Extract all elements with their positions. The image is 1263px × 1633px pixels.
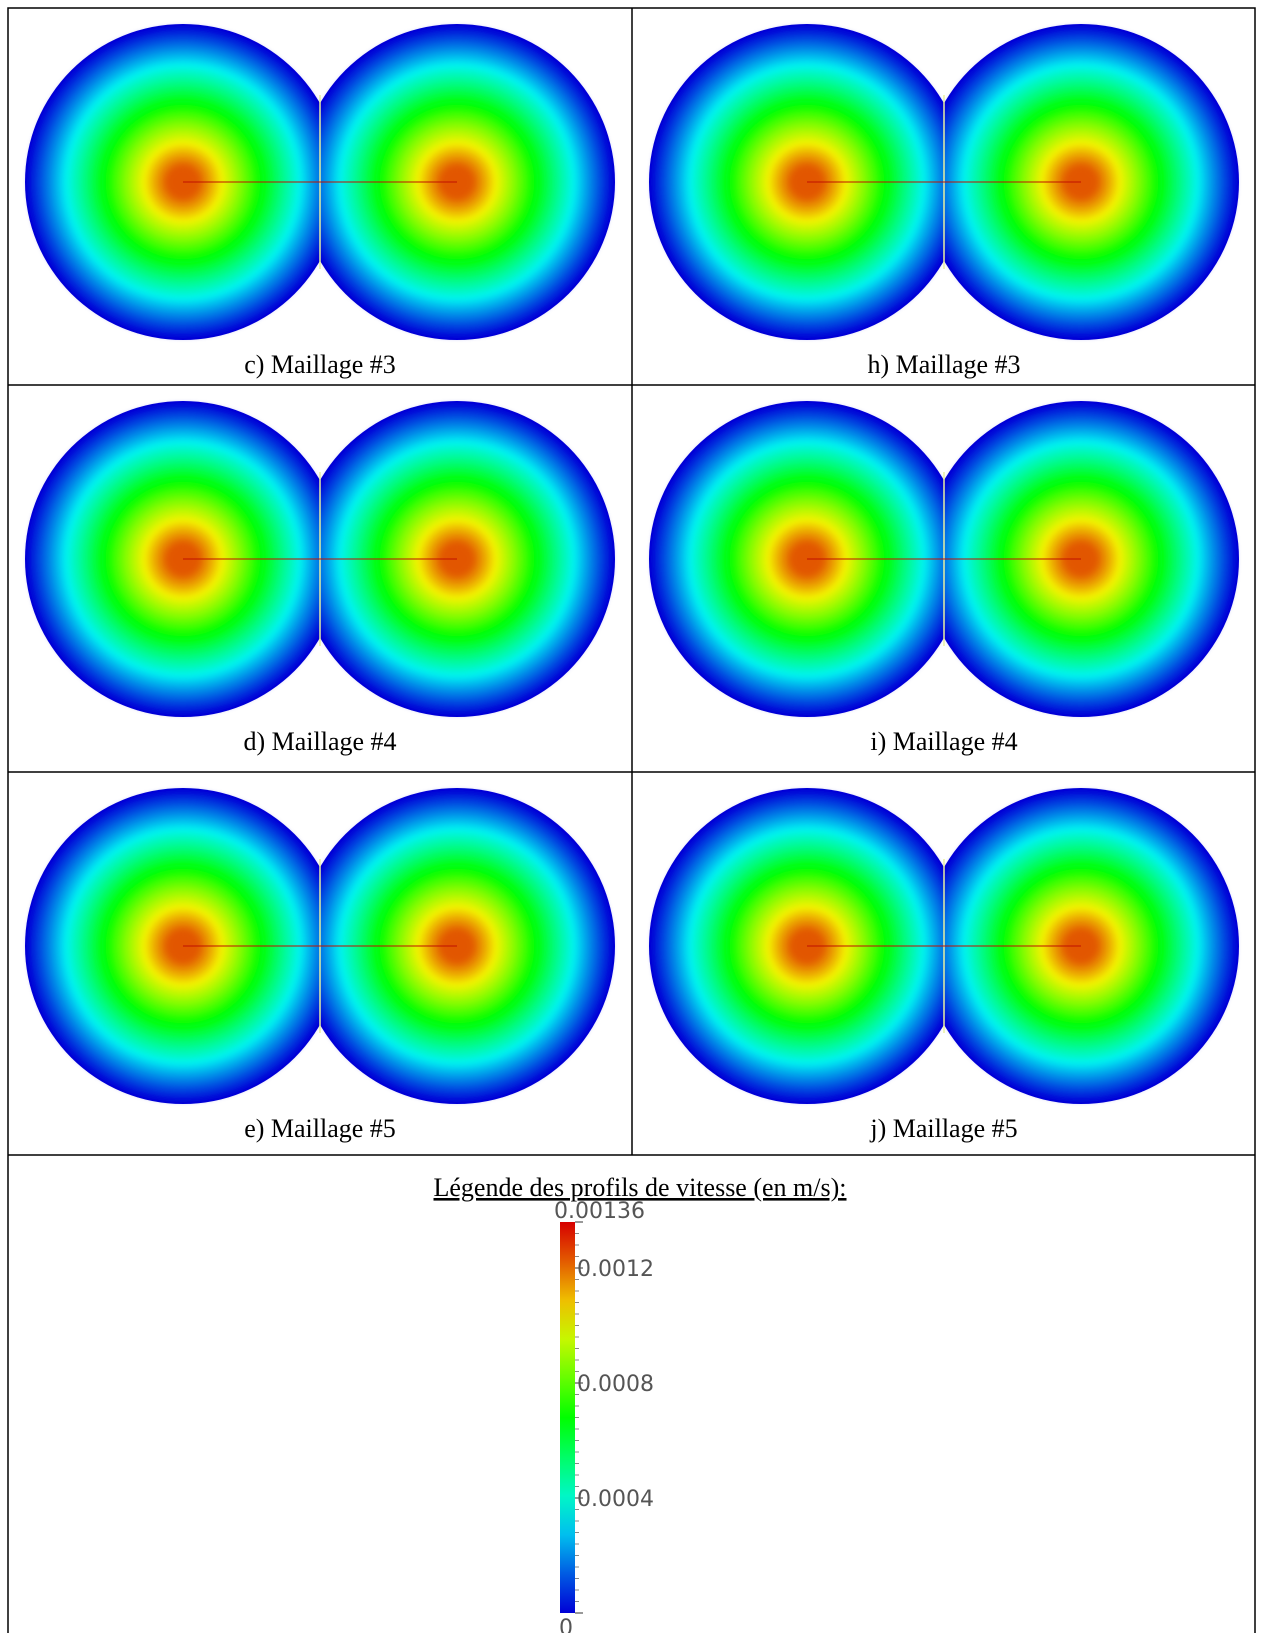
colorbar-tick-label: 0.00136 bbox=[554, 1199, 645, 1224]
panel-caption: i) Maillage #4 bbox=[870, 727, 1017, 756]
table-borders bbox=[7, 7, 1256, 1633]
velocity-contour-plot bbox=[649, 788, 1239, 1104]
legend-title: Légende des profils de vitesse (en m/s): bbox=[434, 1173, 847, 1202]
colorbar-tick-label: 0.0012 bbox=[577, 1257, 654, 1282]
panel-caption: d) Maillage #4 bbox=[243, 727, 396, 756]
panel-caption: j) Maillage #5 bbox=[869, 1114, 1017, 1143]
panel-caption: c) Maillage #3 bbox=[244, 350, 396, 379]
velocity-contour-plot bbox=[25, 401, 615, 717]
colorbar bbox=[560, 1222, 575, 1613]
panel-caption: e) Maillage #5 bbox=[244, 1114, 396, 1143]
colorbar-tick-label: 0.0008 bbox=[577, 1372, 654, 1397]
colorbar-tick-label: 0.0004 bbox=[577, 1487, 654, 1512]
velocity-contour-plot bbox=[25, 788, 615, 1104]
velocity-contour-plot bbox=[25, 24, 615, 340]
velocity-contour-plot bbox=[649, 24, 1239, 340]
panel-caption: h) Maillage #3 bbox=[867, 350, 1020, 379]
colorbar-tick-label: 0 bbox=[559, 1616, 573, 1633]
velocity-contour-plot bbox=[649, 401, 1239, 717]
